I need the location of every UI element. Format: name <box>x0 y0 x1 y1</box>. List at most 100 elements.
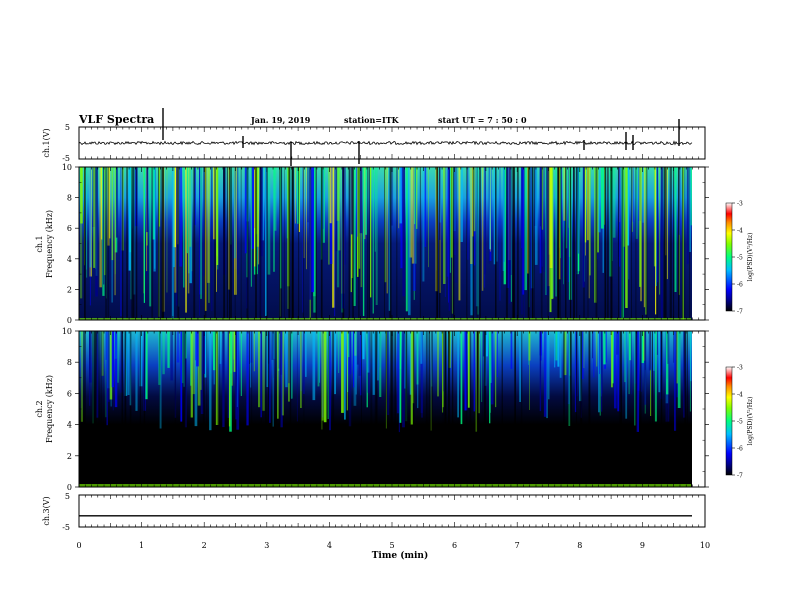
spectrogram-streak <box>411 167 415 264</box>
spectrogram-streak <box>599 331 601 375</box>
spectrogram-streak <box>109 331 113 400</box>
spectrogram-streak <box>186 167 188 254</box>
spectrogram-streak <box>375 167 378 305</box>
spectrogram-streak <box>158 167 161 227</box>
spectrogram-gap <box>358 167 360 320</box>
spectrogram-gap <box>563 331 565 487</box>
spectrogram-gap <box>202 331 205 487</box>
spectrogram-streak <box>262 331 265 411</box>
spectrogram-gap <box>396 167 398 320</box>
spectrogram-streak <box>180 331 183 422</box>
spectrogram-streak <box>555 167 557 297</box>
ch2-spectrogram-ticks: 0 2 4 6 8 10 <box>62 327 709 492</box>
spectrogram-streak <box>464 331 468 411</box>
ch1-colorbar-ticks: -3 -4 -5 -6 -7 <box>732 201 743 316</box>
spectrogram-streak <box>181 331 184 384</box>
freq-tick-label: 4 <box>67 255 72 264</box>
spectrogram-gap <box>122 167 124 320</box>
spectrogram-streak <box>390 167 394 226</box>
spectrogram-streak <box>162 331 165 375</box>
spectrogram-streak <box>650 331 652 370</box>
spectrogram-streak <box>86 167 88 278</box>
spectrogram-streak <box>549 167 553 268</box>
spectrogram-gap <box>484 331 486 487</box>
spectrogram-streak <box>630 331 632 395</box>
spectrogram-streak <box>416 167 418 229</box>
spectrogram-streak <box>402 167 405 297</box>
spectrogram-streak <box>396 331 399 414</box>
spectrogram-streak <box>539 331 542 412</box>
spectrogram-gap <box>266 167 268 320</box>
spectrogram-streak <box>522 167 525 295</box>
spectrogram-gap <box>84 167 86 320</box>
spectrogram-gap <box>482 331 484 487</box>
spectrogram-streak <box>357 167 359 277</box>
spectrogram-streak <box>658 331 661 393</box>
ch2-colorbar: -3 -4 -5 -6 -7 log(PSD)(V²/Hz) <box>725 365 754 480</box>
spectrogram-streak <box>143 167 145 303</box>
freq-tick-label: 4 <box>67 421 72 430</box>
spectrogram-gap <box>640 331 642 487</box>
colorbar-tick-label: -6 <box>737 446 743 453</box>
spectrogram-streak <box>268 331 271 423</box>
spectrogram-streak <box>199 167 200 316</box>
spectrogram-streak <box>645 167 647 315</box>
spectrogram-streak <box>528 331 531 361</box>
spectrogram-streak <box>107 331 110 402</box>
spectrogram-gap <box>131 167 132 320</box>
spectrogram-streak <box>305 331 307 377</box>
spectrogram-streak <box>346 331 348 411</box>
spectrogram-gap <box>675 331 677 487</box>
spectrogram-streak <box>503 167 505 262</box>
spectrogram-streak <box>80 167 83 224</box>
spectrogram-streak <box>588 167 590 299</box>
spectrogram-gap <box>151 167 154 320</box>
spectrogram-gap <box>280 331 281 487</box>
spectrogram-streak <box>250 331 252 388</box>
x-tick-label: 5 <box>389 541 394 550</box>
spectrogram-gap <box>84 331 86 487</box>
spectrogram-streak <box>405 167 408 312</box>
spectrogram-gap <box>204 167 207 320</box>
ch1-ylabel: ch.1(V) <box>42 128 51 157</box>
spectrogram-streak <box>548 331 550 400</box>
spectrogram-gap <box>576 167 578 320</box>
spectrogram-gap <box>214 167 216 320</box>
spectrogram-streak <box>656 331 659 355</box>
spectrogram-gap <box>439 167 441 320</box>
spectrogram-streak <box>300 331 302 408</box>
spectrogram-streak <box>454 167 456 255</box>
spectrogram-streak <box>273 331 276 359</box>
spectrogram-gap <box>352 167 354 320</box>
spectrogram-streak <box>634 331 636 426</box>
spectrogram-streak <box>114 331 118 408</box>
spectrogram-gap <box>348 167 350 320</box>
spectrogram-streak <box>603 331 606 365</box>
spectrogram-streak <box>95 331 99 418</box>
spectrogram-streak <box>236 331 238 407</box>
spectrogram-gap <box>126 167 128 320</box>
spectrogram-streak <box>287 167 290 309</box>
spectrogram-streak <box>360 331 362 396</box>
spectrogram-gap <box>228 167 231 320</box>
spectrogram-gap <box>513 167 515 320</box>
spectrogram-streak <box>569 331 571 376</box>
spectrogram-gap <box>619 331 622 487</box>
spectrogram-streak <box>139 331 143 387</box>
spectrogram-streak <box>543 167 546 272</box>
spectrogram-streak <box>344 167 346 265</box>
spectrogram-streak <box>189 167 192 247</box>
spectrogram-gap <box>391 331 394 487</box>
spectrogram-streak <box>605 331 607 363</box>
spectrogram-gap <box>631 167 632 320</box>
spectrogram-streak <box>410 331 413 425</box>
spectrogram-gap <box>512 167 514 320</box>
spectrogram-streak <box>481 167 484 291</box>
spectrogram-streak <box>582 331 584 380</box>
spectrogram-gap <box>184 331 186 487</box>
spectrogram-streak <box>402 331 405 428</box>
spectrogram-gap <box>158 167 160 320</box>
spectrogram-gap <box>570 331 572 487</box>
ch2-colorbar-ticks: -3 -4 -5 -6 -7 <box>732 365 743 480</box>
spectrogram-streak <box>578 167 579 254</box>
